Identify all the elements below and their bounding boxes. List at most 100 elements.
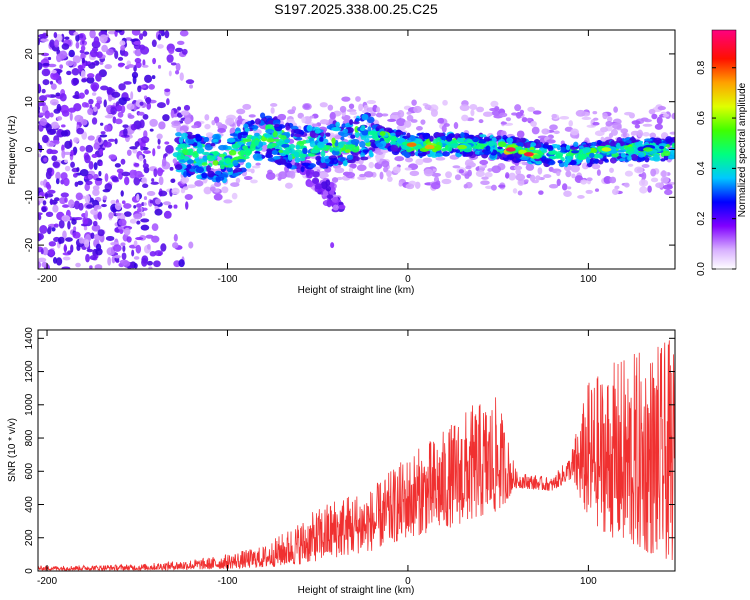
spectral-blob xyxy=(143,150,151,154)
spectral-blob xyxy=(104,124,112,132)
spectral-blob xyxy=(144,74,153,83)
spectral-blob xyxy=(41,134,49,144)
spectral-blob xyxy=(110,106,117,115)
spectral-blob xyxy=(239,131,248,136)
spectral-blob xyxy=(366,116,375,124)
spectral-blob xyxy=(62,216,68,222)
spectral-blob xyxy=(565,170,572,178)
spectral-blob xyxy=(624,170,633,177)
spectral-blob xyxy=(445,134,453,142)
spectral-blob xyxy=(576,153,586,161)
spectral-blob xyxy=(404,157,414,163)
spectral-blob xyxy=(177,143,186,149)
spectral-blob xyxy=(310,132,319,139)
spectral-blob xyxy=(142,30,148,37)
spectral-blob xyxy=(287,154,293,161)
spectral-blob xyxy=(166,54,174,63)
spectral-blob xyxy=(93,142,100,150)
spectral-blob xyxy=(158,121,166,130)
spectral-blob xyxy=(114,138,118,145)
spectral-blob xyxy=(613,106,618,113)
spectral-blob xyxy=(196,174,203,180)
spectral-blob xyxy=(553,130,560,135)
spectral-blob xyxy=(108,94,113,102)
spectral-blob xyxy=(123,127,128,137)
spectral-blob xyxy=(137,111,145,116)
spectral-blob xyxy=(187,148,194,154)
spectral-blob xyxy=(609,140,616,148)
spectral-blob xyxy=(141,202,145,206)
spectral-blob xyxy=(346,154,354,161)
spectral-blob xyxy=(320,131,325,138)
spectral-blob xyxy=(84,183,91,192)
snr-x-label: Height of straight line (km) xyxy=(298,585,415,596)
spectral-blob xyxy=(149,128,154,132)
spectral-blob xyxy=(491,110,501,116)
spectral-blob xyxy=(367,130,377,136)
spectral-blob xyxy=(570,164,580,173)
spectral-blob xyxy=(74,114,83,123)
spectral-blob xyxy=(38,212,43,216)
spectral-blob xyxy=(202,151,211,156)
spectral-blob xyxy=(140,145,144,151)
spectral-blob xyxy=(201,162,208,166)
spectral-blob xyxy=(113,255,121,259)
spectral-blob xyxy=(95,243,102,251)
spectral-blob xyxy=(75,41,80,49)
spectral-blob xyxy=(170,62,177,66)
spectral-blob xyxy=(284,182,293,189)
snr-frame xyxy=(37,329,676,572)
spectral-blob xyxy=(485,145,491,152)
spectral-blob xyxy=(148,84,155,90)
spectral-blob xyxy=(463,183,468,189)
spectral-blob xyxy=(541,149,548,154)
spectral-blob xyxy=(142,183,149,189)
spectral-blob xyxy=(516,130,525,138)
spectral-blob xyxy=(339,105,347,113)
spectral-blob xyxy=(130,91,134,100)
spectral-blob xyxy=(133,263,138,269)
spectral-blob xyxy=(108,30,117,35)
spectral-blob xyxy=(158,30,163,34)
spectral-blob xyxy=(563,190,572,198)
colorbar-tick-label: 0.6 xyxy=(696,111,707,125)
spectral-blob xyxy=(480,180,490,186)
y-tick-label: -20 xyxy=(24,237,35,252)
spectral-blob xyxy=(636,129,644,138)
spectral-blob xyxy=(203,136,210,143)
spectral-blob xyxy=(146,260,153,266)
spectral-blob xyxy=(409,170,420,177)
spectral-blob xyxy=(414,181,421,189)
spectral-blob xyxy=(307,153,316,157)
spectral-blob xyxy=(277,134,283,139)
spectral-blob xyxy=(114,163,121,168)
spectral-blob xyxy=(175,47,183,53)
spectral-blob xyxy=(356,164,367,172)
spectral-blob xyxy=(251,165,261,169)
spectral-blob xyxy=(176,155,182,161)
spectral-blob xyxy=(461,114,469,122)
spectral-blob xyxy=(630,154,638,161)
spectral-blob xyxy=(589,147,597,152)
spectral-blob xyxy=(450,143,459,149)
spectral-blob xyxy=(379,171,384,180)
spectral-blob xyxy=(642,123,653,127)
spectral-blob xyxy=(89,49,98,58)
spectral-blob xyxy=(331,197,339,204)
spectral-blob xyxy=(50,83,57,90)
spectral-blob xyxy=(226,166,233,173)
spectral-blob xyxy=(309,115,315,119)
spectral-blob xyxy=(435,156,446,161)
spectral-blob xyxy=(300,166,305,173)
spectral-blob xyxy=(250,119,255,125)
spectral-blob xyxy=(236,108,246,115)
spectral-blob xyxy=(529,174,536,182)
spectral-blob xyxy=(525,163,535,171)
spectral-blob xyxy=(390,135,397,143)
spectral-blob xyxy=(184,117,192,125)
spectral-blob xyxy=(170,109,175,119)
spectral-blob xyxy=(649,132,657,139)
spectral-blob xyxy=(508,172,516,181)
spectral-blob xyxy=(156,133,163,140)
